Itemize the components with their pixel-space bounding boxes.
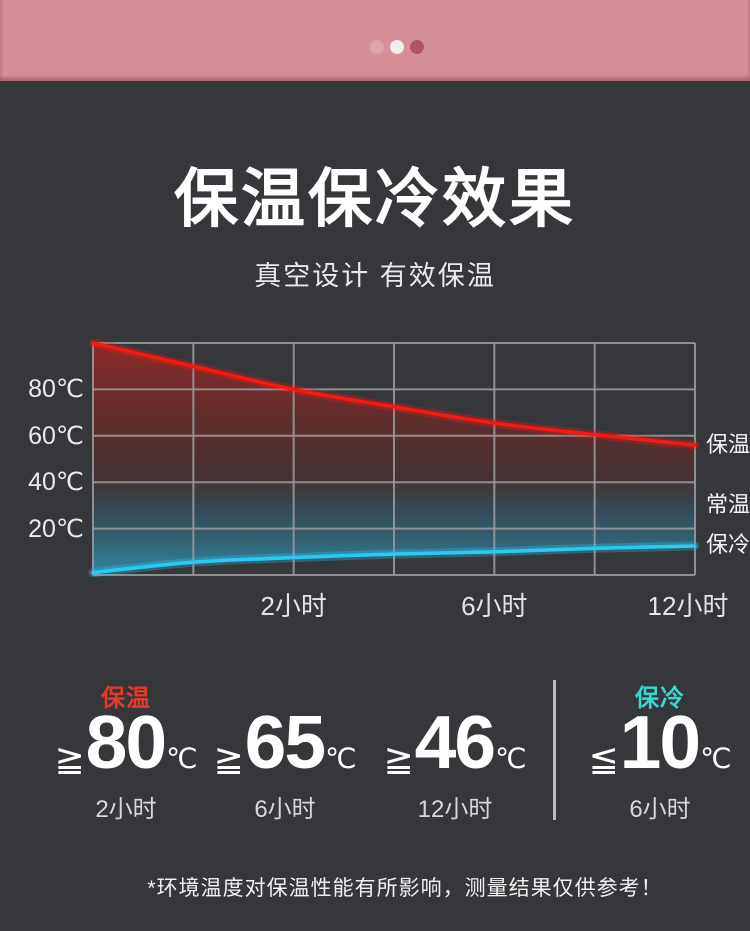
y-tick-label: 40℃: [28, 468, 84, 497]
gte-symbol: ≧: [54, 738, 85, 779]
carousel-dot[interactable]: [370, 40, 384, 54]
celsius-unit: ℃: [495, 743, 527, 774]
carousel-dot[interactable]: [410, 40, 424, 54]
stat-time: 6小时: [254, 796, 316, 823]
stats-divider: [553, 680, 556, 820]
curve-label: 保冷: [706, 531, 750, 557]
carousel-bar: [0, 0, 750, 81]
page-subtitle: 真空设计 有效保温: [254, 261, 496, 291]
stat-time: 12小时: [417, 796, 493, 823]
stat-hot-2h: ≧ 80 ℃ 2小时: [31, 700, 221, 824]
celsius-unit: ℃: [325, 743, 357, 774]
cold-curve: [91, 544, 697, 575]
stat-value: ≦ 10 ℃: [588, 700, 732, 784]
hot-stats-label: 保温: [101, 685, 151, 712]
footnote: *环境温度对保温性能有所影响，测量结果仅供参考！: [147, 877, 663, 900]
y-tick-label: 80℃: [28, 375, 84, 404]
carousel-dot[interactable]: [390, 40, 404, 54]
cold-stats-label: 保冷: [635, 685, 685, 712]
stat-value: ≧ 46 ℃: [383, 700, 527, 784]
stat-time: 2小时: [95, 796, 157, 823]
gte-symbol: ≧: [383, 738, 414, 779]
carousel-dots: [370, 40, 424, 54]
x-tick-label: 2小时: [260, 591, 327, 621]
page-title: 保温保冷效果: [174, 163, 576, 235]
x-tick-label: 12小时: [647, 591, 729, 621]
lte-symbol: ≦: [588, 738, 619, 779]
hot-curve: [91, 341, 697, 447]
curve-label: 保温: [706, 432, 750, 458]
curve-label: 常温: [706, 492, 750, 518]
stat-hot-12h: ≧ 46 ℃ 12小时: [360, 700, 550, 824]
celsius-unit: ℃: [166, 743, 198, 774]
stat-value: ≧ 80 ℃: [54, 700, 198, 784]
stat-hot-6h: ≧ 65 ℃ 6小时: [190, 700, 380, 824]
celsius-unit: ℃: [700, 743, 732, 774]
y-tick-label: 60℃: [28, 421, 84, 450]
stat-value: ≧ 65 ℃: [213, 700, 357, 784]
chart-svg: [88, 338, 700, 578]
stat-time: 6小时: [629, 796, 691, 823]
y-tick-label: 20℃: [28, 514, 84, 543]
gte-symbol: ≧: [213, 738, 244, 779]
stat-cold-6h: ≦ 10 ℃ 6小时: [565, 700, 750, 824]
temperature-chart: 80℃ 60℃ 40℃ 20℃ 2小时 6小时 12小时 保温常温保冷: [0, 330, 750, 630]
x-tick-label: 6小时: [461, 591, 528, 621]
